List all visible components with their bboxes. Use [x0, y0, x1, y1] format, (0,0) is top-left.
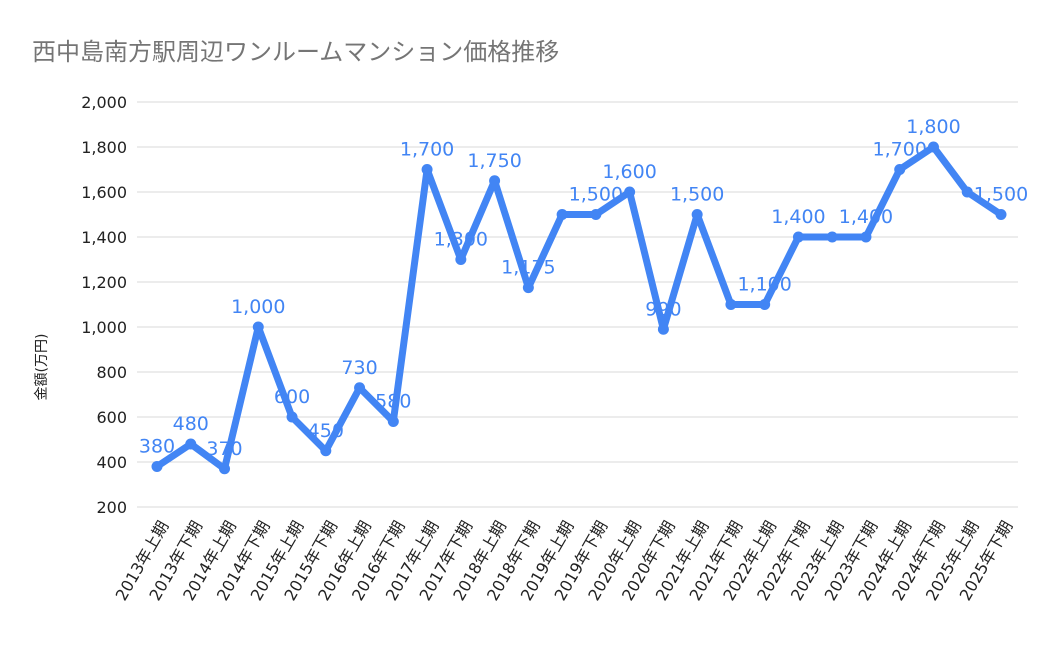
data-point: [455, 254, 467, 265]
data-point: [691, 209, 703, 220]
y-tick-label: 2,000: [81, 93, 127, 112]
data-label: 1,400: [839, 206, 893, 228]
data-label: 1,400: [771, 206, 825, 228]
x-axis-ticks: 2013年上期2013年下期2014年上期2014年下期2015年上期2015年…: [112, 518, 1017, 604]
data-label: 370: [206, 438, 242, 460]
data-label: 1,500: [974, 184, 1028, 206]
data-point: [657, 323, 669, 335]
data-point: [624, 186, 636, 198]
data-point: [320, 445, 332, 457]
data-point: [522, 282, 534, 294]
data-label: 380: [139, 436, 175, 458]
data-label: 1,700: [873, 139, 927, 161]
y-tick-label: 1,600: [81, 183, 127, 202]
data-point: [927, 141, 939, 153]
data-point: [792, 231, 804, 243]
data-point: [995, 209, 1007, 220]
chart-title: 西中島南方駅周辺ワンルームマンション価格推移: [32, 38, 559, 66]
y-tick-label: 800: [96, 363, 127, 382]
y-tick-label: 200: [96, 498, 127, 517]
data-point: [151, 461, 163, 472]
data-label: 1,800: [906, 116, 960, 138]
data-point: [421, 164, 433, 175]
y-axis-label: 金額(万円): [34, 334, 50, 401]
y-tick-label: 1,800: [81, 138, 127, 157]
data-label: 1,750: [467, 150, 521, 172]
data-point: [252, 321, 264, 333]
data-point: [759, 299, 771, 310]
data-label: 1,000: [231, 296, 285, 318]
data-label: 580: [375, 391, 411, 413]
data-label: 730: [341, 357, 377, 379]
data-point: [489, 175, 501, 187]
data-point: [286, 411, 298, 423]
data-label: 990: [645, 298, 681, 320]
data-point: [556, 209, 568, 220]
y-tick-label: 400: [96, 453, 127, 472]
data-label: 1,300: [434, 229, 488, 251]
data-points: [151, 141, 1007, 475]
data-label: 1,700: [400, 139, 454, 161]
series-line: [153, 143, 1005, 473]
data-point: [725, 299, 737, 310]
data-label: 1,100: [737, 274, 791, 296]
data-label: 600: [274, 386, 310, 408]
data-point: [219, 463, 231, 475]
y-tick-label: 1,000: [81, 318, 127, 337]
data-point: [185, 438, 197, 450]
data-label: 1,500: [670, 184, 724, 206]
y-axis-ticks: 200 400 600 800 1,000 1,200 1,400 1,600 1,800 2,0…: [81, 93, 127, 517]
y-tick-label: 1,200: [81, 273, 127, 292]
gridlines: [137, 101, 1018, 508]
data-label: 1,500: [569, 184, 623, 206]
data-label: 1,600: [602, 161, 656, 183]
data-point: [387, 416, 399, 427]
data-point: [826, 231, 838, 243]
data-point: [354, 382, 366, 394]
y-tick-label: 600: [96, 408, 127, 427]
data-point: [961, 186, 973, 198]
y-tick-label: 1,400: [81, 228, 127, 247]
data-label: 450: [308, 420, 344, 442]
data-point: [860, 231, 872, 243]
data-label: 480: [173, 413, 209, 435]
data-label: 1,175: [501, 257, 555, 279]
data-point: [590, 209, 602, 220]
data-point: [894, 164, 906, 175]
